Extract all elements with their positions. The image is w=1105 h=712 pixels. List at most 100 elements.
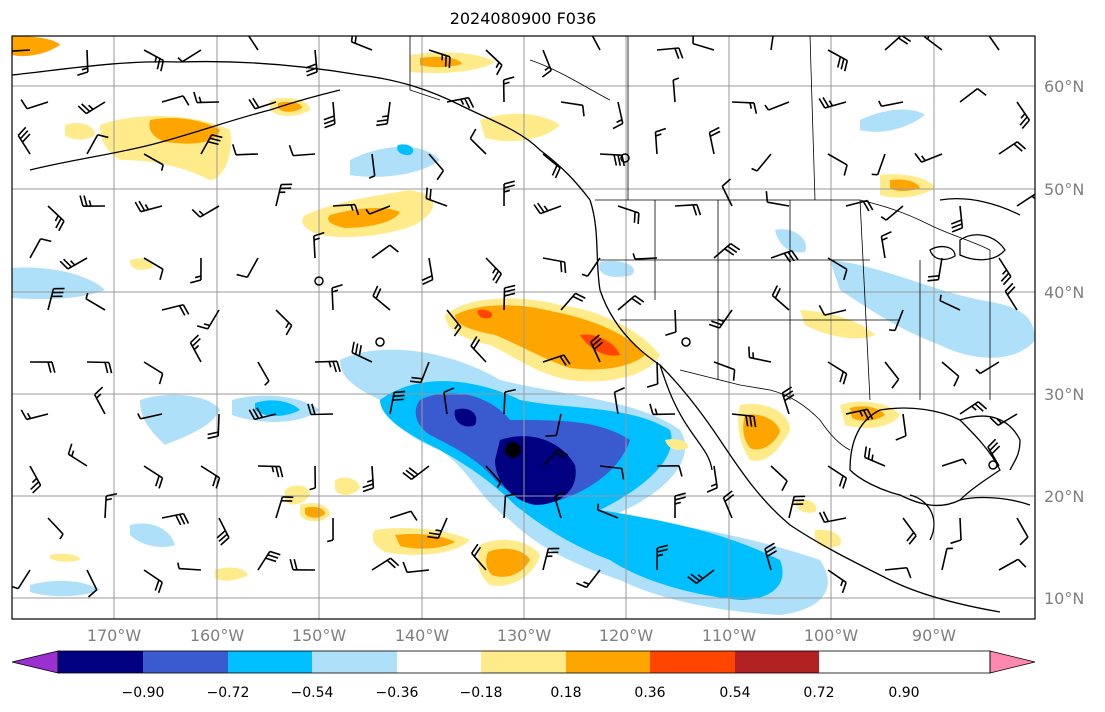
wind-barb-flag xyxy=(572,295,584,302)
colorbar-tick-label: 0.54 xyxy=(719,685,750,701)
wind-barb-flag xyxy=(94,386,104,396)
wind-barb-shaft xyxy=(143,153,164,166)
wind-barb-flag xyxy=(888,329,896,332)
wind-barb-flag xyxy=(427,535,439,540)
wind-barb-flag xyxy=(563,261,567,274)
wind-barb-flag xyxy=(382,115,389,118)
wind-barb-flag xyxy=(306,71,318,77)
wind-barb-shaft xyxy=(634,257,658,260)
wind-barb-flag xyxy=(51,361,56,373)
wind-barb-flag xyxy=(838,475,844,487)
colorbar-tick-label: 0.90 xyxy=(888,685,919,701)
wind-barb-flag xyxy=(248,409,256,420)
colorbar-segment xyxy=(397,651,481,673)
wind-barb-flag xyxy=(375,288,382,299)
wind-barb-flag xyxy=(674,496,686,501)
wind-barb-flag xyxy=(285,325,293,336)
wind-barb-flag xyxy=(840,579,844,587)
wind-barb-shaft xyxy=(371,153,376,176)
wind-barb-flag xyxy=(656,553,664,557)
wind-barb-shaft xyxy=(293,153,316,157)
wind-barb-flag xyxy=(177,57,183,63)
wind-barb-shaft xyxy=(560,101,583,107)
wind-barb-flag xyxy=(47,361,52,373)
wind-barb-flag xyxy=(583,581,590,586)
wind-barb-flag xyxy=(390,557,400,567)
wind-barb-flag xyxy=(220,537,230,546)
wind-barb-shaft xyxy=(17,569,31,590)
wind-barb-flag xyxy=(503,184,515,189)
wind-barb-flag xyxy=(678,465,683,477)
wind-barb-flag xyxy=(697,574,704,580)
colorbar-outline xyxy=(57,650,991,674)
wind-barb-flag xyxy=(766,550,777,558)
wind-barb-flag xyxy=(63,258,72,268)
wind-barb-flag xyxy=(158,477,164,489)
wind-barb-flag xyxy=(275,466,280,478)
wind-barb-flag xyxy=(182,513,190,524)
storm-center-marker xyxy=(505,442,521,458)
wind-barb-flag xyxy=(88,104,94,110)
wind-barb-flag xyxy=(649,403,654,415)
wind-barb-shaft xyxy=(939,299,961,311)
us-mexico-border xyxy=(679,369,851,451)
wind-barb-flag xyxy=(987,438,997,448)
wind-barb-flag xyxy=(20,99,28,110)
wind-barb-flag xyxy=(898,37,909,45)
wind-barb-flag xyxy=(745,415,749,427)
wind-barb-shaft xyxy=(721,185,733,207)
wind-barb-flag xyxy=(409,380,422,384)
colorbar-segment xyxy=(566,651,650,673)
wind-barb-shaft xyxy=(884,566,907,571)
wind-barb-flag xyxy=(654,408,658,415)
wind-barb-flag xyxy=(97,133,109,139)
wind-barb-flag xyxy=(293,559,298,571)
wind-barb-flag xyxy=(711,320,722,326)
wind-barb-flag xyxy=(429,188,432,200)
wind-barb-flag xyxy=(288,144,294,156)
baja-california xyxy=(659,364,713,471)
colorbar-extend-high xyxy=(989,650,1036,674)
wind-barb-flag xyxy=(358,345,363,357)
wind-barb-flag xyxy=(157,582,163,593)
wind-barb-flag xyxy=(368,175,376,179)
wind-barb-flag xyxy=(842,477,848,489)
wind-barb-flag xyxy=(421,275,433,282)
wind-barb-flag xyxy=(687,575,697,584)
wind-barb-flag xyxy=(989,417,999,426)
wind-barb-flag xyxy=(881,231,892,238)
wind-barb-flag xyxy=(232,144,237,156)
wind-barb-flag xyxy=(354,36,357,44)
wind-barb-flag xyxy=(921,155,926,162)
wind-barb-flag xyxy=(402,561,408,573)
wind-barb-flag xyxy=(307,403,312,415)
wind-barb-shaft xyxy=(591,36,601,51)
wind-barb-flag xyxy=(95,393,102,399)
colorbar-segment xyxy=(58,651,143,673)
wind-barb-flag xyxy=(971,405,977,411)
wind-barb-flag xyxy=(709,126,720,134)
wind-barb-flag xyxy=(551,165,558,176)
wind-barb-shaft xyxy=(876,153,886,176)
wind-barb-flag xyxy=(30,481,40,490)
wind-barb-shaft xyxy=(768,101,790,111)
wind-barb-shaft xyxy=(143,361,164,375)
wind-barb-flag xyxy=(537,202,545,213)
colorbar-segment xyxy=(143,651,228,673)
wind-barb-flag xyxy=(774,31,785,32)
wind-barb-flag xyxy=(977,88,987,97)
wind-barb-shaft xyxy=(371,244,391,259)
wind-barb-flag xyxy=(252,97,260,108)
wind-barb-shaft xyxy=(941,361,960,377)
wind-barb-shaft xyxy=(597,508,619,519)
wind-barb-flag xyxy=(354,343,359,355)
wind-barb-flag xyxy=(781,386,793,394)
colorbar-tick-label: −0.54 xyxy=(291,685,334,701)
wind-barb-flag xyxy=(207,435,219,440)
wind-barb-shaft xyxy=(613,392,619,415)
wind-barb-shaft xyxy=(884,361,900,380)
wind-barb-flag xyxy=(843,164,848,176)
wind-barb-flag xyxy=(986,24,993,32)
wind-barb-flag xyxy=(646,383,658,388)
wind-barb-flag xyxy=(541,69,552,78)
